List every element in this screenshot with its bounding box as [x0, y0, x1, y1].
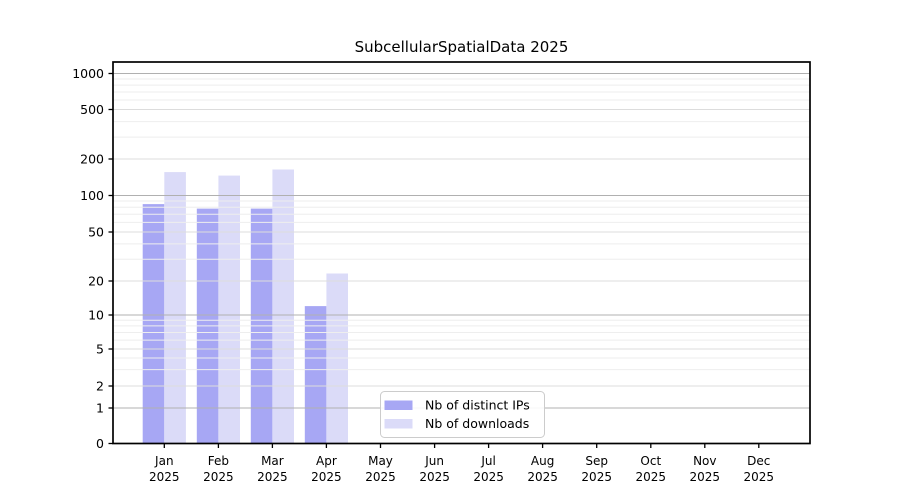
x-tick-label-sep-2025: Sep 2025: [581, 454, 612, 484]
legend-label-nb-of-distinct-ips: Nb of distinct IPs: [425, 398, 530, 413]
x-tick-label-aug-2025: Aug 2025: [527, 454, 558, 484]
x-tick-label-dec-2025: Dec 2025: [744, 454, 775, 484]
y-tick-label: 2: [96, 378, 104, 393]
chart-title: SubcellularSpatialData 2025: [355, 38, 569, 56]
legend-label-nb-of-downloads: Nb of downloads: [425, 416, 529, 431]
x-tick-label-jul-2025: Jul 2025: [473, 454, 504, 484]
y-tick-label: 100: [80, 188, 104, 203]
legend-swatch-nb-of-downloads: [384, 419, 413, 429]
plot-area-frame: [112, 61, 811, 445]
legend: Nb of distinct IPs Nb of downloads: [380, 391, 545, 438]
x-tick-label-mar-2025: Mar 2025: [257, 454, 288, 484]
legend-box: [380, 391, 545, 438]
x-tick-label-may-2025: May 2025: [365, 454, 396, 484]
bar-nb-of-downloads-jan-2025: [164, 172, 186, 444]
y-tick-label: 1000: [72, 66, 104, 81]
bar-nb-of-distinct-ips-jan-2025: [142, 204, 165, 444]
y-tick-label: 20: [88, 273, 104, 288]
y-tick-label: 1: [96, 400, 104, 415]
legend-swatch-nb-of-distinct-ips: [384, 400, 413, 410]
x-tick-label-nov-2025: Nov 2025: [690, 454, 721, 484]
bar-nb-of-downloads-mar-2025: [272, 169, 294, 444]
y-tick-label: 10: [88, 307, 104, 322]
y-tick-label: 50: [88, 224, 104, 239]
y-axis: 0 1 2 5 10 20 50 100 200 500 1000: [72, 66, 113, 451]
x-tick-label-oct-2025: Oct 2025: [636, 454, 667, 484]
bar-nb-of-distinct-ips-apr-2025: [304, 306, 327, 444]
grid-lines: [113, 73, 810, 409]
y-tick-label: 500: [80, 102, 104, 117]
x-tick-label-jan-2025: Jan 2025: [149, 454, 180, 484]
bars-group: [142, 169, 348, 444]
y-tick-label: 0: [96, 436, 104, 451]
x-tick-label-apr-2025: Apr 2025: [311, 454, 342, 484]
x-tick-label-jun-2025: Jun 2025: [419, 454, 450, 484]
x-axis: Jan 2025 Feb 2025 Mar 2025 Apr 2025 May 2025 Jun 20…: [149, 443, 775, 484]
y-tick-label: 200: [80, 151, 104, 166]
bar-nb-of-downloads-feb-2025: [218, 175, 240, 444]
x-tick-label-feb-2025: Feb 2025: [203, 454, 234, 484]
y-tick-label: 5: [96, 341, 104, 356]
